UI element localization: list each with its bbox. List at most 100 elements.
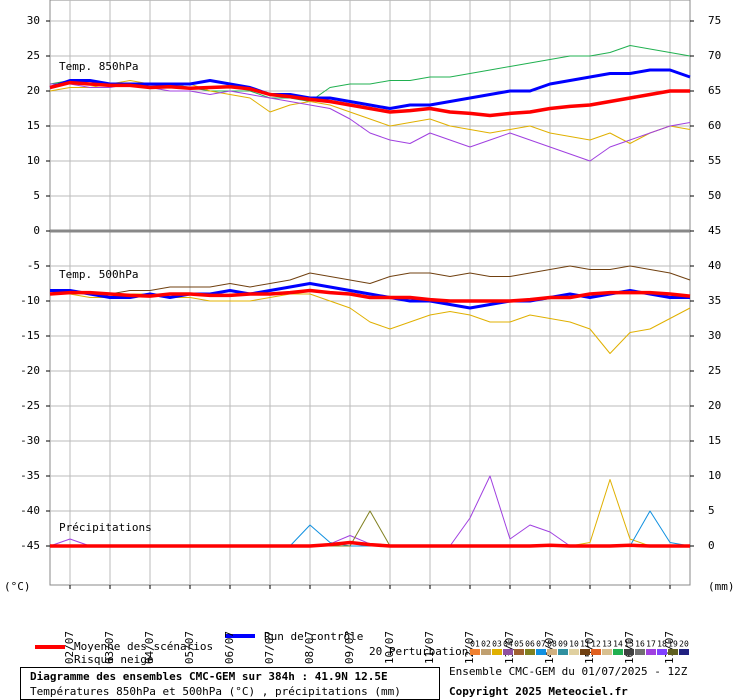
- perturbation-swatch: [569, 649, 579, 655]
- perturbation-label: 11: [580, 640, 590, 649]
- perturbation-swatch: [591, 649, 601, 655]
- perturbation-label: 19: [668, 640, 678, 649]
- series-line: [49, 68, 691, 110]
- y2-tick-label: 0: [708, 539, 715, 552]
- perturbation-swatch: [602, 649, 612, 655]
- copyright: Copyright 2025 Meteociel.fr: [449, 685, 628, 698]
- x-tick-label: 12/07: [463, 631, 476, 664]
- perturbation-swatch: [657, 649, 667, 655]
- x-tick-label: 03/07: [103, 631, 116, 664]
- x-tick-label: 16/07: [623, 631, 636, 664]
- x-tick-label: 06/07: [223, 631, 236, 664]
- y-tick-label: -40: [20, 504, 40, 517]
- x-tick-label: 13/07: [503, 631, 516, 664]
- y2-tick-label: 40: [708, 259, 721, 272]
- y-tick-label: -15: [20, 329, 40, 342]
- y-tick-label: -5: [27, 259, 40, 272]
- y-tick-label: -25: [20, 399, 40, 412]
- y2-tick-label: 5: [708, 504, 715, 517]
- x-tick-label: 17/07: [663, 631, 676, 664]
- y2-tick-label: 30: [708, 329, 721, 342]
- x-tick-label: 09/07: [343, 631, 356, 664]
- panel-label: Temp. 850hPa: [59, 60, 138, 73]
- x-tick-label: 04/07: [143, 631, 156, 664]
- series-line: [49, 288, 691, 303]
- x-tick-label: 11/07: [423, 631, 436, 664]
- perturbation-label: 03: [492, 640, 502, 649]
- y-tick-label: -10: [20, 294, 40, 307]
- perturbations-label: 20 Perturbations: [369, 645, 475, 658]
- y2-tick-label: 50: [708, 189, 721, 202]
- y-tick-label: -45: [20, 539, 40, 552]
- y-tick-label: 25: [27, 49, 40, 62]
- y-tick-label: 5: [33, 189, 40, 202]
- x-tick-label: 14/07: [543, 631, 556, 664]
- y-tick-label: 30: [27, 14, 40, 27]
- y2-tick-label: 60: [708, 119, 721, 132]
- perturbation-label: 06: [525, 640, 535, 649]
- perturbation-label: 18: [657, 640, 667, 649]
- perturbation-swatch: [547, 649, 557, 655]
- y-tick-label: -35: [20, 469, 40, 482]
- perturbation-swatch: [503, 649, 513, 655]
- perturbation-label: 05: [514, 640, 524, 649]
- series-line: [49, 265, 691, 295]
- perturbation-label: 20: [679, 640, 689, 649]
- y2-tick-label: 65: [708, 84, 721, 97]
- y-tick-label: 15: [27, 119, 40, 132]
- y-tick-label: 20: [27, 84, 40, 97]
- perturbation-label: 09: [558, 640, 568, 649]
- title-box: [20, 667, 440, 700]
- y-tick-label: -30: [20, 434, 40, 447]
- perturbation-swatch: [492, 649, 502, 655]
- perturbation-swatch: [558, 649, 568, 655]
- series-line: [49, 80, 690, 118]
- x-tick-label: 07/07: [263, 631, 276, 664]
- y2-tick-label: 15: [708, 434, 721, 447]
- x-tick-label: 10/07: [383, 631, 396, 664]
- perturbation-label: 14: [613, 640, 623, 649]
- chart-subtitle: Températures 850hPa et 500hPa (°C) , pré…: [30, 685, 401, 698]
- perturbation-swatch: [635, 649, 645, 655]
- perturbation-label: 16: [635, 640, 645, 649]
- panel-label: Précipitations: [59, 521, 152, 534]
- perturbation-label: 07: [536, 640, 546, 649]
- perturbation-swatch: [470, 649, 480, 655]
- perturbation-swatch: [580, 649, 590, 655]
- series-line: [50, 540, 690, 548]
- perturbation-swatch: [481, 649, 491, 655]
- perturbation-swatch: [525, 649, 535, 655]
- y2-tick-label: 35: [708, 294, 721, 307]
- perturbation-label: 02: [481, 640, 491, 649]
- perturbation-swatch: [613, 649, 623, 655]
- x-tick-label: 05/07: [183, 631, 196, 664]
- perturbation-swatch: [536, 649, 546, 655]
- y2-tick-label: 70: [708, 49, 721, 62]
- snow-label: Risque neige: [74, 653, 153, 666]
- y2-tick-label: 75: [708, 14, 721, 27]
- chart-title: Diagramme des ensembles CMC-GEM sur 384h…: [30, 670, 388, 683]
- y2-tick-label: 10: [708, 469, 721, 482]
- perturbation-swatch: [679, 649, 689, 655]
- legend-label: Run de contrôle: [264, 630, 363, 643]
- perturbation-label: 12: [591, 640, 601, 649]
- perturbation-label: 13: [602, 640, 612, 649]
- x-tick-label: 08/07: [303, 631, 316, 664]
- run-info: Ensemble CMC-GEM du 01/07/2025 - 12Z: [449, 665, 688, 678]
- y-tick-label: 10: [27, 154, 40, 167]
- perturbation-swatch: [668, 649, 678, 655]
- perturbation-swatch: [624, 649, 634, 655]
- y2-tick-label: 45: [708, 224, 721, 237]
- x-tick-label: 15/07: [583, 631, 596, 664]
- y2-tick-label: 55: [708, 154, 721, 167]
- perturbation-label: 17: [646, 640, 656, 649]
- perturbation-label: 08: [547, 640, 557, 649]
- perturbation-swatch: [514, 649, 524, 655]
- y-tick-label: 0: [33, 224, 40, 237]
- panel-label: Temp. 500hPa: [59, 268, 138, 281]
- y2-tick-label: 25: [708, 364, 721, 377]
- x-tick-label: 02/07: [63, 631, 76, 664]
- y2-tick-label: 20: [708, 399, 721, 412]
- y-unit: (°C): [4, 580, 31, 593]
